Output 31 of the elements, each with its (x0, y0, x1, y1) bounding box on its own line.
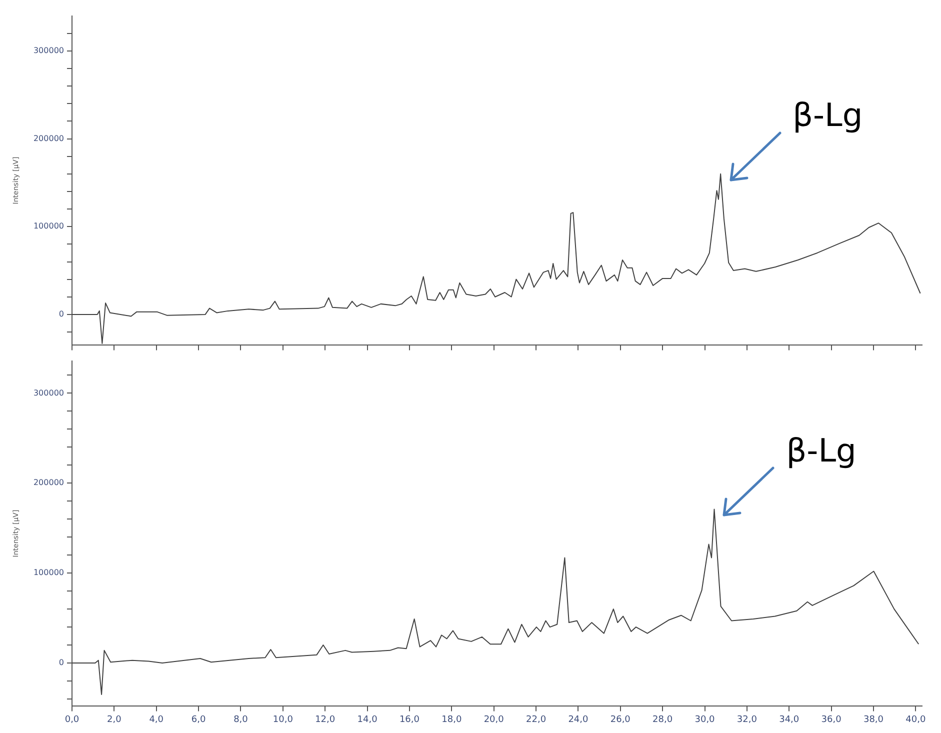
x-tick-label: 24,0 (568, 714, 588, 725)
x-tick-label: 16,0 (399, 714, 420, 725)
x-tick-label: 22,0 (526, 714, 546, 725)
x-tick-label: 2,0 (107, 714, 122, 725)
x-tick-label: 20,0 (484, 714, 504, 725)
x-tick-label: 32,0 (736, 714, 758, 725)
y-tick-label: 200000 (33, 134, 64, 143)
x-tick-label: 36,0 (821, 714, 842, 725)
x-tick-label: 12,0 (315, 714, 336, 725)
x-tick-label: 26,0 (610, 714, 631, 725)
y-tick-label: 100000 (33, 568, 64, 578)
y-tick-label: 300000 (33, 46, 64, 56)
x-tick-label: 40,0 (906, 714, 926, 725)
x-tick-label: 4,0 (149, 714, 164, 725)
x-tick-label: 10,0 (272, 714, 294, 725)
y-tick-label: 0 (58, 658, 64, 668)
x-tick-label: 28,0 (652, 714, 673, 725)
x-tick-label: 8,0 (234, 714, 248, 725)
x-tick-label: 0,0 (64, 714, 80, 725)
x-tick-label: 30,0 (694, 714, 716, 725)
x-tick-label: 6,0 (191, 714, 206, 725)
y-tick-label: 200000 (33, 478, 64, 488)
y-tick-label: 100000 (33, 222, 64, 231)
x-tick-label: 34,0 (779, 714, 800, 725)
y-tick-label: 300000 (33, 388, 64, 398)
x-tick-label: 18,0 (442, 714, 462, 725)
annotation: β-Lg (786, 432, 856, 470)
x-tick-label: 38,0 (863, 714, 884, 725)
x-tick-label: 14,0 (357, 714, 378, 725)
annotation: β-Lg (792, 96, 863, 134)
y-tick-label: 0 (58, 310, 64, 319)
